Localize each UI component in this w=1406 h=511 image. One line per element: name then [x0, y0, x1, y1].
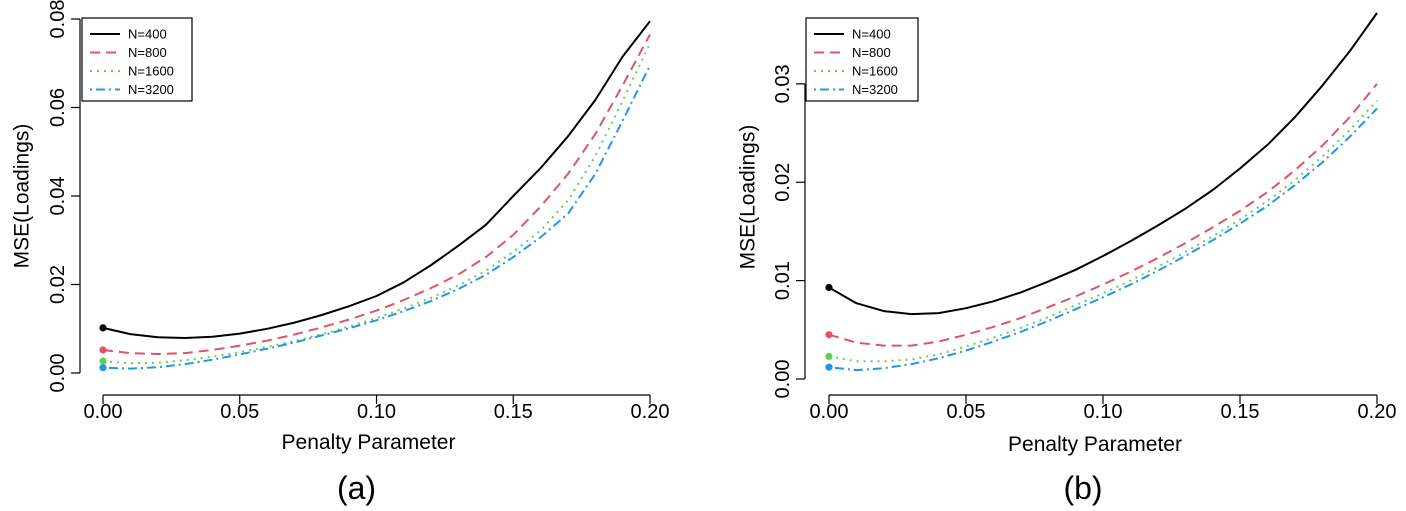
chart-panel-a: 0.00 0.05 0.10 0.15 0.20 0.00 0.02 0.04 0.06 0.08…	[11, 0, 670, 506]
series-start-point-n-3200	[99, 364, 107, 372]
x-tick-label: 0.15	[1221, 401, 1260, 423]
legend-label: N=1600	[852, 64, 898, 79]
series-line-n-800	[102, 34, 651, 355]
series-start-point-n-400	[825, 283, 833, 292]
y-tick-label: 0.00	[47, 354, 69, 393]
y-tick-label: 0.08	[47, 0, 69, 38]
y-axis-title: MSE(Loadings)	[737, 125, 760, 270]
series-line-n-1600	[828, 99, 1378, 363]
series-line-n-400	[828, 12, 1378, 316]
series-start-point-n-800	[825, 331, 833, 339]
series-start-point-n-3200	[825, 363, 833, 371]
x-axis-title: Penalty Parameter	[1008, 433, 1182, 456]
legend-label: N=400	[852, 27, 891, 42]
x-tick-label: 0.20	[631, 401, 670, 423]
legend-label: N=3200	[128, 82, 174, 97]
series-line-n-800	[828, 83, 1378, 347]
series-line-n-400	[102, 20, 651, 339]
chart-panel-b: 0.00 0.05 0.10 0.15 0.20 0.00 0.01 0.02 0.03 Pena…	[737, 12, 1397, 506]
panel-label: (b)	[1063, 470, 1102, 506]
y-tick-label: 0.03	[772, 64, 794, 103]
series-start-point-n-1600	[825, 352, 833, 360]
x-tick-label: 0.00	[810, 401, 849, 423]
legend-label: N=800	[128, 45, 167, 60]
x-tick-label: 0.20	[1358, 401, 1397, 423]
series-line-n-3200	[828, 107, 1378, 372]
y-tick-label: 0.02	[47, 265, 69, 304]
legend: N=400 N=800 N=1600 N=3200	[805, 17, 919, 102]
x-tick-label: 0.15	[494, 401, 533, 423]
x-tick-label: 0.00	[84, 401, 123, 423]
series-start-point-n-800	[99, 346, 107, 354]
series-start-point-n-1600	[99, 357, 107, 365]
x-tick-label: 0.10	[1084, 401, 1123, 423]
legend-label: N=800	[852, 45, 891, 60]
x-tick-label: 0.05	[220, 401, 259, 423]
legend-box	[81, 17, 193, 102]
y-tick-label: 0.01	[772, 261, 794, 300]
y-tick-label: 0.06	[47, 88, 69, 127]
y-tick-label: 0.00	[772, 360, 794, 399]
series-start-point-n-400	[99, 324, 107, 332]
legend-label: N=400	[128, 27, 167, 42]
legend: N=400 N=800 N=1600 N=3200	[81, 17, 193, 102]
y-tick-label: 0.04	[47, 177, 69, 216]
y-axis-title: MSE(Loadings)	[11, 124, 34, 269]
legend-box	[805, 17, 919, 102]
series-line-n-3200	[102, 65, 651, 370]
x-axis-title: Penalty Parameter	[282, 431, 456, 454]
x-tick-label: 0.10	[357, 401, 396, 423]
y-tick-label: 0.02	[772, 163, 794, 202]
x-tick-label: 0.05	[947, 401, 986, 423]
series-line-n-1600	[102, 42, 651, 365]
panel-label: (a)	[337, 470, 376, 506]
legend-label: N=3200	[852, 82, 898, 97]
legend-label: N=1600	[128, 64, 174, 79]
